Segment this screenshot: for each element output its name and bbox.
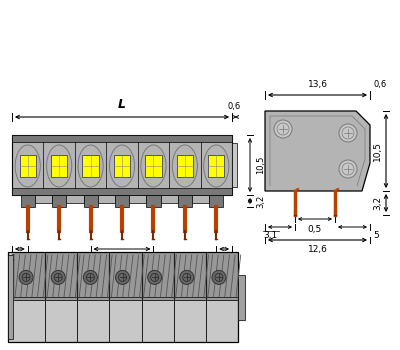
Bar (146, 195, 160, 207)
Bar (51, 155, 67, 177)
Bar (21, 195, 35, 207)
Bar (12, 188, 232, 195)
Text: 13,6: 13,6 (308, 80, 328, 89)
Bar (129, 195, 146, 203)
Circle shape (116, 271, 130, 285)
Polygon shape (265, 111, 370, 191)
Text: 3,2: 3,2 (373, 196, 382, 210)
Bar (177, 155, 193, 177)
Text: 3,2: 3,2 (256, 194, 265, 208)
Circle shape (19, 271, 33, 285)
Bar (8, 252, 238, 342)
Text: 0,6: 0,6 (373, 80, 386, 89)
Bar (160, 195, 178, 203)
Bar (78, 253, 108, 300)
Circle shape (180, 271, 194, 285)
Bar (114, 155, 130, 177)
Bar (12, 135, 232, 142)
Bar (145, 155, 162, 177)
Bar (52, 195, 66, 207)
Bar (209, 195, 223, 207)
Bar (192, 195, 209, 203)
Circle shape (83, 271, 97, 285)
Bar (46, 253, 76, 300)
Bar (178, 195, 192, 207)
Bar (20, 155, 36, 177)
Text: 0,6: 0,6 (228, 102, 241, 111)
Bar (175, 253, 205, 300)
Bar (82, 155, 99, 177)
Bar (110, 253, 140, 300)
Bar (66, 195, 84, 203)
Text: 10,5: 10,5 (256, 156, 265, 174)
Circle shape (274, 120, 292, 138)
Circle shape (339, 160, 357, 178)
Bar (232, 143, 237, 187)
Circle shape (148, 271, 162, 285)
Bar (115, 195, 129, 207)
Text: 2: 2 (222, 254, 227, 263)
Bar (142, 253, 173, 300)
Bar (14, 253, 44, 300)
Bar (12, 135, 232, 195)
Text: 0,75: 0,75 (11, 254, 29, 263)
Text: 12,6: 12,6 (308, 245, 328, 254)
Bar (238, 275, 245, 320)
Bar (208, 155, 224, 177)
Text: 0,5: 0,5 (308, 225, 322, 234)
Text: 3,5: 3,5 (115, 254, 129, 263)
Bar (84, 195, 98, 207)
Text: 5: 5 (373, 231, 379, 240)
Text: 3,1: 3,1 (263, 231, 277, 240)
Circle shape (51, 271, 65, 285)
Bar (207, 253, 237, 300)
Text: L: L (118, 98, 126, 111)
Text: 10,5: 10,5 (373, 141, 382, 161)
Bar (98, 195, 115, 203)
Bar (8, 255, 13, 339)
Circle shape (339, 124, 357, 142)
Circle shape (212, 271, 226, 285)
Bar (35, 195, 52, 203)
